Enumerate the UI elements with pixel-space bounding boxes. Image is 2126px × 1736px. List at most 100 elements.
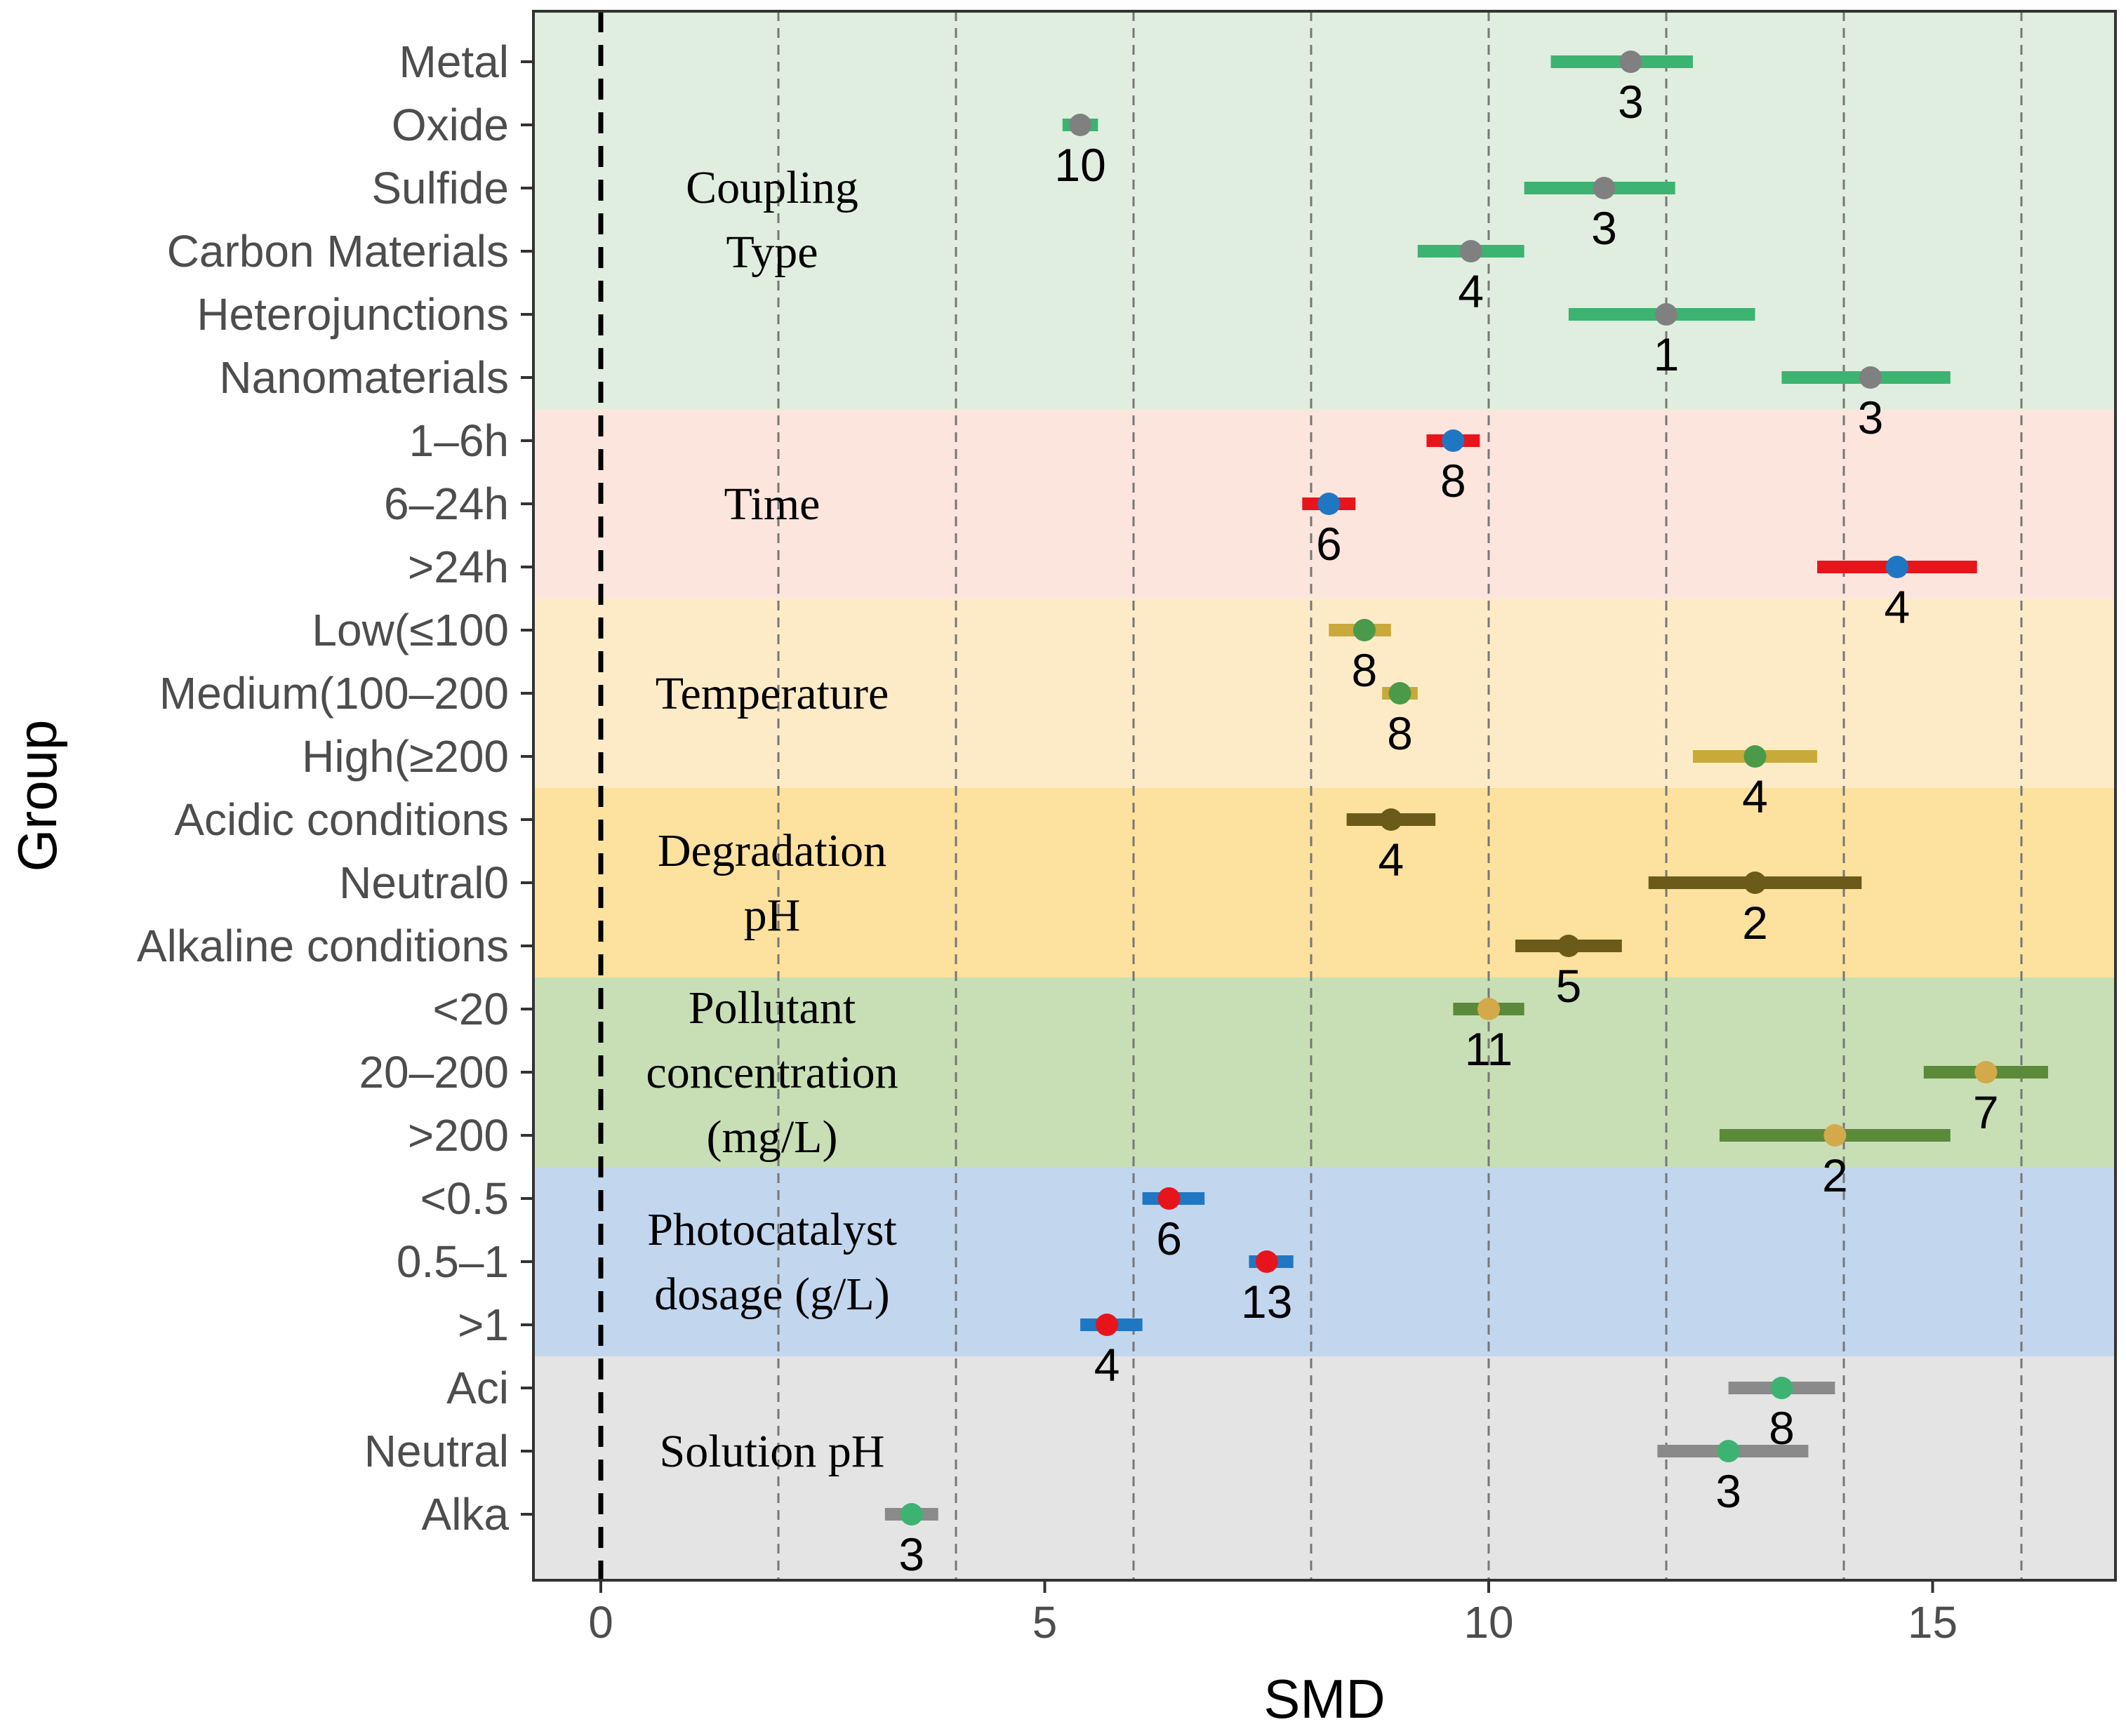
study-count-14: 5 [1555,960,1581,1012]
point-estimates [900,51,1998,1525]
study-count-15: 11 [1465,1023,1513,1075]
study-count-17: 2 [1822,1149,1848,1201]
section-bg-6 [533,1356,2115,1580]
point-estimate-1 [1069,114,1092,136]
study-count-23: 3 [898,1528,924,1580]
study-count-3: 4 [1458,265,1484,317]
y-tick-label-3: Carbon Materials [167,226,509,276]
y-tick-label-22: Neutral [364,1426,509,1476]
study-count-19: 13 [1241,1276,1292,1328]
study-count-21: 8 [1769,1402,1795,1454]
point-estimate-8 [1885,556,1908,578]
point-estimate-7 [1317,493,1341,515]
y-tick-label-7: 6–24h [384,479,509,529]
y-tick-label-12: Acidic conditions [174,794,509,845]
section-label-2-0: Temperature [656,668,889,719]
point-estimate-5 [1859,366,1882,389]
section-label-5-0: Photocatalyst [647,1204,897,1255]
section-label-4-1: concentration [646,1047,898,1098]
point-estimate-3 [1459,240,1482,262]
study-count-11: 4 [1742,770,1768,822]
study-count-0: 3 [1618,76,1644,128]
section-label-4-2: (mg/L) [707,1111,838,1163]
section-bg-2 [533,599,2115,788]
study-count-2: 3 [1591,202,1617,254]
study-count-5: 3 [1858,392,1884,443]
y-tick-label-15: <20 [432,984,509,1034]
study-count-1: 10 [1054,139,1105,191]
section-label-1-0: Time [724,479,820,530]
y-tick-labels: Metal Oxide Sulfide Carbon Materials Heteroj… [137,36,533,1540]
y-tick-label-8: >24h [408,542,509,592]
study-count-8: 4 [1885,581,1911,633]
section-label-3-0: Degradation [658,825,886,876]
section-label-0-1: Type [726,227,818,278]
study-count-4: 1 [1654,328,1680,380]
point-estimate-10 [1388,682,1411,705]
section-label-4-0: Pollutant [689,982,856,1034]
point-estimate-4 [1655,303,1677,326]
study-count-7: 6 [1316,518,1342,570]
point-estimate-6 [1442,429,1465,452]
point-estimate-12 [1379,808,1402,831]
section-backgrounds [533,11,2115,1580]
point-estimate-0 [1619,51,1642,73]
y-tick-label-17: >200 [408,1110,509,1161]
y-tick-label-20: >1 [458,1300,509,1350]
y-tick-label-4: Heterojunctions [197,289,509,340]
x-axis-title: SMD [1263,1668,1385,1730]
y-tick-label-13: Neutral0 [339,857,509,908]
study-count-16: 7 [1973,1086,1999,1138]
x-tick-label-0: 0 [588,1597,613,1648]
study-count-22: 3 [1715,1465,1741,1517]
y-tick-label-16: 20–200 [359,1047,509,1097]
y-tick-label-6: 1–6h [409,415,509,466]
y-tick-label-11: High(≥200 [302,731,509,782]
y-tick-label-18: <0.5 [420,1173,509,1224]
x-tick-label-1: 5 [1032,1597,1058,1648]
section-label-0-0: Coupling [686,162,858,213]
study-count-20: 4 [1094,1339,1120,1391]
y-tick-label-9: Low(≤100 [312,605,509,655]
section-bg-3 [533,788,2115,977]
point-estimate-13 [1743,872,1767,894]
point-estimate-19 [1255,1250,1278,1273]
point-estimate-14 [1557,935,1580,957]
y-tick-label-19: 0.5–1 [397,1236,509,1287]
point-estimate-16 [1974,1061,1998,1083]
y-tick-label-2: Sulfide [371,163,509,213]
study-count-10: 8 [1387,707,1413,759]
section-bg-0 [533,11,2115,409]
study-count-12: 4 [1378,834,1404,886]
point-estimate-21 [1770,1377,1793,1399]
study-count-6: 8 [1440,455,1466,507]
section-label-3-1: pH [744,890,801,941]
y-tick-label-21: Aci [446,1363,509,1413]
y-tick-label-14: Alkaline conditions [137,921,509,971]
section-label-5-1: dosage (g/L) [654,1269,889,1320]
x-tick-label-2: 10 [1463,1597,1513,1648]
point-estimate-23 [900,1503,923,1525]
study-count-9: 8 [1352,644,1378,696]
point-estimate-11 [1743,745,1767,768]
study-count-13: 2 [1742,897,1768,949]
study-count-18: 6 [1156,1213,1182,1264]
vertical-gridlines [777,11,2023,1580]
point-estimate-22 [1717,1440,1740,1462]
point-estimate-15 [1477,998,1500,1020]
x-tick-label-3: 15 [1908,1597,1958,1648]
point-estimate-9 [1353,619,1376,641]
y-tick-label-0: Metal [399,36,510,87]
point-estimate-20 [1096,1314,1119,1336]
section-label-6-0: Solution pH [660,1426,885,1477]
y-tick-label-1: Oxide [392,100,509,150]
section-bg-5 [533,1167,2115,1356]
section-labels: Coupling Type Time Temperature Degradation pH… [646,162,898,1477]
x-axis: 0 5 10 15 [588,1580,1958,1648]
point-estimate-18 [1157,1187,1181,1210]
y-tick-label-5: Nanomaterials [219,352,509,403]
point-estimate-17 [1823,1124,1847,1147]
